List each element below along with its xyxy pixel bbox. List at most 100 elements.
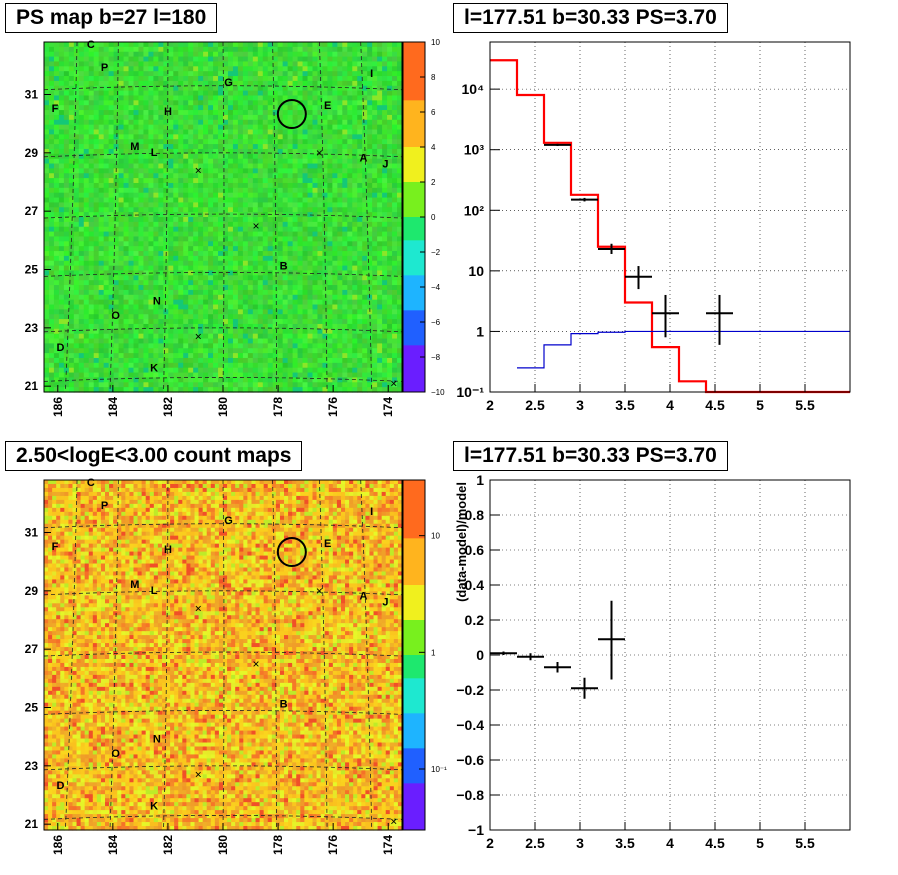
residual-xtick-label: 4 (666, 835, 674, 851)
count-colorbar-cell (403, 550, 425, 563)
count-cross: × (316, 584, 323, 598)
ps-cross: × (316, 146, 323, 160)
ps-cbar-label: −10 (431, 388, 445, 397)
ps-ytick-label: 25 (25, 263, 39, 277)
count-marker-O: O (111, 748, 120, 760)
count-cross: × (195, 768, 202, 782)
ps-marker-F: F (52, 103, 59, 115)
count-cbar-label: 10⁻¹ (431, 765, 447, 774)
ps-marker-L: L (151, 147, 158, 159)
count-colorbar-cell (403, 748, 425, 761)
count-marker-C: C (87, 477, 95, 489)
count-marker-B: B (280, 699, 288, 711)
ps-ytick-label: 27 (25, 204, 39, 218)
spectrum-xtick-label: 2.5 (525, 397, 545, 413)
count-xtick-label: 176 (326, 835, 340, 855)
ps-grid-lines (43, 41, 403, 393)
ps-marker-K: K (150, 363, 158, 375)
count-marker-E: E (324, 538, 331, 550)
spectrum-xtick-label: 3 (576, 397, 584, 413)
count-colorbar-cell (403, 725, 425, 738)
count-xtick-label: 174 (381, 835, 395, 855)
ps-marker-P: P (101, 62, 108, 74)
spectrum-xtick-label: 5.5 (795, 397, 815, 413)
spectrum-xtick-label: 2 (486, 397, 494, 413)
ps-marker-M: M (130, 141, 139, 153)
count-colorbar-cell (403, 713, 425, 726)
count-cross: × (390, 814, 397, 828)
count-colorbar-cell (403, 806, 425, 819)
ps-cross: × (390, 376, 397, 390)
ps-colorbar-cell (403, 310, 425, 323)
ps-colorbar-cell (403, 158, 425, 171)
ps-cross: × (195, 163, 202, 177)
count-marker-P: P (101, 500, 108, 512)
count-colorbar-cell (403, 480, 425, 493)
ps-ytick-label: 31 (25, 88, 39, 102)
count-xtick-label: 184 (106, 835, 120, 855)
count-ytick-label: 25 (25, 701, 39, 715)
ps-xtick-label: 186 (51, 397, 65, 417)
spectrum-xtick-label: 4 (666, 397, 674, 413)
spectrum-background-line (517, 330, 850, 369)
ps-marker-O: O (111, 310, 120, 322)
count-colorbar-cell (403, 561, 425, 574)
residual-ytick-label: −0.8 (456, 787, 484, 803)
ps-marker-E: E (324, 100, 331, 112)
ps-colorbar-cell (403, 65, 425, 78)
ps-colorbar-cell (403, 42, 425, 55)
count-marker-A: A (359, 591, 367, 603)
ps-cbar-label: 0 (431, 213, 436, 222)
residual-title: l=177.51 b=30.33 PS=3.70 (453, 441, 728, 471)
ps-source-circle (276, 99, 307, 130)
count-xtick-label: 178 (271, 835, 285, 855)
ps-marker-I: I (370, 68, 373, 80)
spectrum-xtick-label: 3.5 (615, 397, 635, 413)
spectrum-grid (490, 42, 850, 392)
ps-cbar-label: 4 (431, 143, 436, 152)
count-ytick-label: 29 (25, 584, 39, 598)
count-marker-L: L (151, 585, 158, 597)
residual-xtick-label: 2 (486, 835, 494, 851)
ps-cbar-label: −2 (431, 248, 441, 257)
ps-cells (44, 42, 403, 393)
ps-cbar-label: 2 (431, 178, 436, 187)
count-source-circle (276, 537, 307, 568)
count-map-title: 2.50<logE<3.00 count maps (5, 441, 303, 471)
ps-colorbar-cell (403, 368, 425, 381)
ps-colorbar-cell (403, 298, 425, 311)
count-ytick-label: 27 (25, 642, 39, 656)
residual-ylabel: (data-model)/model (454, 482, 469, 602)
spectrum-ytick-label: 10⁻¹ (456, 384, 484, 400)
ps-colorbar-cell (403, 322, 425, 335)
count-xtick-label: 180 (216, 835, 230, 855)
count-colorbar-cell (403, 573, 425, 586)
ps-colorbar-cell (403, 53, 425, 66)
ps-colorbar-cell (403, 88, 425, 101)
ps-marker-D: D (57, 342, 65, 354)
ps-xtick-label: 174 (381, 397, 395, 417)
count-colorbar-frame (402, 479, 426, 831)
ps-cbar-label: −6 (431, 318, 441, 327)
residual-ytick-label: −0.2 (456, 682, 484, 698)
count-marker-N: N (153, 734, 161, 746)
ps-xtick-label: 184 (106, 397, 120, 417)
spectrum-ytick-label: 1 (476, 323, 484, 339)
count-colorbar-cell (403, 818, 425, 831)
ps-colorbar-cell (403, 147, 425, 160)
residual-ytick-label: 0.6 (465, 542, 485, 558)
residual-xtick-label: 3.5 (615, 835, 635, 851)
ps-colorbar-cell (403, 228, 425, 241)
ps-colorbar-cell (403, 263, 425, 276)
count-colorbar-cell (403, 690, 425, 703)
spectrum-ytick-label: 10⁴ (462, 81, 485, 97)
ps-colorbar-cell (403, 357, 425, 370)
count-colorbar-cell (403, 526, 425, 539)
residual-grid (490, 479, 850, 831)
count-colorbar-cell (403, 608, 425, 621)
count-grid-lines (43, 479, 403, 831)
count-cross: × (195, 601, 202, 615)
count-xtick-label: 186 (51, 835, 65, 855)
count-colorbar-cell (403, 538, 425, 551)
count-ytick-label: 23 (25, 759, 39, 773)
